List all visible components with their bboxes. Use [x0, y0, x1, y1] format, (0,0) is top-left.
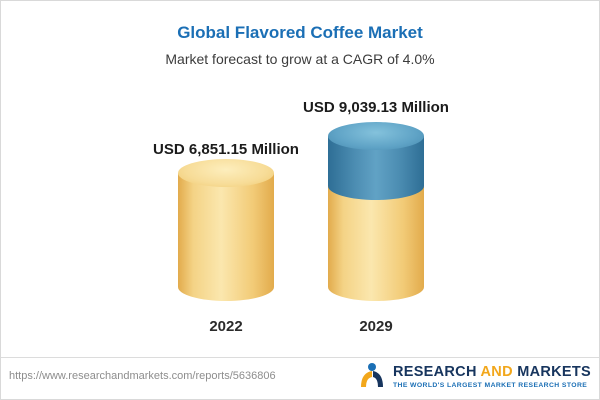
bar-2029-cylinder-top: [328, 122, 424, 150]
logo-mark-icon: [360, 363, 383, 387]
chart-subtitle: Market forecast to grow at a CAGR of 4.0…: [165, 51, 435, 67]
footer-divider: [1, 357, 599, 358]
research-and-markets-logo: RESEARCH AND MARKETS THE WORLD'S LARGEST…: [357, 361, 591, 391]
bar-2022-cylinder: [178, 173, 274, 301]
chart-title: Global Flavored Coffee Market: [177, 23, 423, 42]
logo-word-and: AND: [480, 363, 513, 380]
bar-2029-base-segment: [328, 186, 424, 301]
axis-label-2022: 2022: [209, 318, 243, 335]
logo-text: RESEARCH AND MARKETS THE WORLD'S LARGEST…: [393, 364, 591, 389]
report-url: https://www.researchandmarkets.com/repor…: [9, 370, 276, 382]
logo-word-markets: MARKETS: [517, 363, 591, 380]
bar-2022-cylinder-top: [178, 159, 274, 187]
axis-label-2029: 2029: [359, 318, 393, 335]
value-label-2022: USD 6,851.15 Million: [153, 141, 299, 158]
logo-wordmark: RESEARCH AND MARKETS: [393, 364, 591, 380]
logo-tagline: THE WORLD'S LARGEST MARKET RESEARCH STOR…: [392, 381, 588, 389]
value-label-2029: USD 9,039.13 Million: [303, 99, 449, 116]
logo-word-research: RESEARCH: [392, 363, 477, 380]
